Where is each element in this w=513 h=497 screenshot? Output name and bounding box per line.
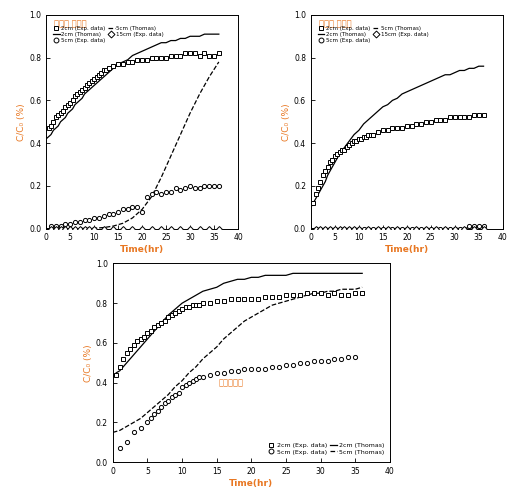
Y-axis label: C/C₀ (%): C/C₀ (%) <box>17 103 26 141</box>
Y-axis label: C/C₀ (%): C/C₀ (%) <box>282 103 291 141</box>
Y-axis label: C/C₀ (%): C/C₀ (%) <box>84 344 93 382</box>
X-axis label: Time(hr): Time(hr) <box>229 479 273 488</box>
X-axis label: Time(hr): Time(hr) <box>120 245 164 254</box>
Legend: 2cm (Exp. data), 2cm (Thomas), 5cm (Exp. data), 5cm (Thomas), 15cm (Exp. data): 2cm (Exp. data), 2cm (Thomas), 5cm (Exp.… <box>51 24 166 45</box>
Legend: 2cm (Exp. data), 5cm (Exp. data), 2cm (Thomas), 5cm (Thomas): 2cm (Exp. data), 5cm (Exp. data), 2cm (T… <box>265 440 387 457</box>
X-axis label: Time(hr): Time(hr) <box>385 245 429 254</box>
Text: 제올라이트: 제올라이트 <box>218 379 243 388</box>
Text: 석탄계 활성탄: 석탄계 활성탄 <box>319 19 351 28</box>
Legend: 2cm (Exp. data), 2cm (Thomas), 5cm (Exp. data), 5cm (Thomas), 15cm (Exp. data): 2cm (Exp. data), 2cm (Thomas), 5cm (Exp.… <box>315 24 431 45</box>
Text: 이지계 활성탄: 이지계 활성탄 <box>54 19 87 28</box>
